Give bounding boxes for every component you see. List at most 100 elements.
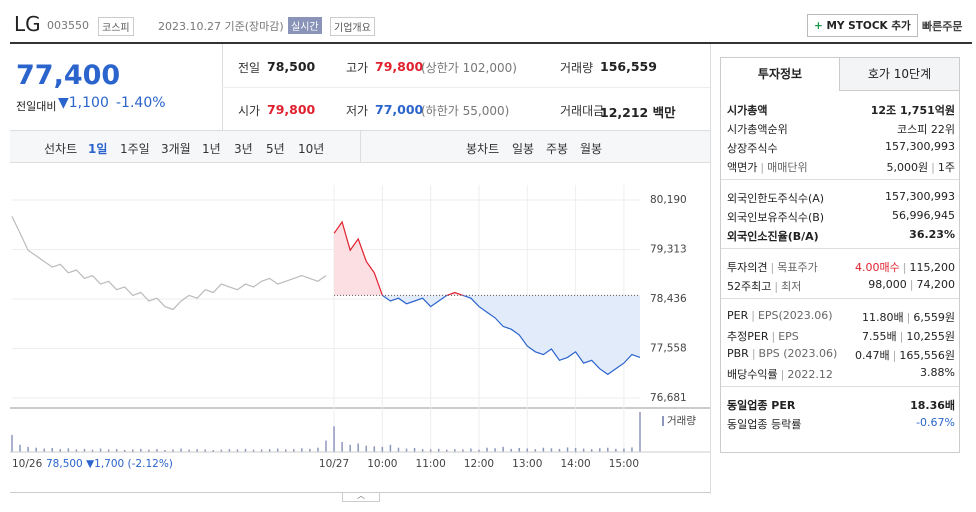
separator: | xyxy=(909,278,914,291)
info-value: 157,300,993 xyxy=(885,190,955,203)
market: 코스피 xyxy=(98,17,134,36)
collapse-button[interactable]: ︿ xyxy=(342,492,380,502)
info-value-part: 157,300,993 xyxy=(885,190,955,203)
summary-label: 전일 xyxy=(238,61,261,75)
period-tab[interactable]: 1년 xyxy=(202,142,221,156)
info-value: 18.36배 xyxy=(910,397,955,413)
info-value: 98,000 | 74,200 xyxy=(868,278,955,291)
info-value: 56,996,945 xyxy=(892,209,955,222)
info-value-part: -0.67% xyxy=(916,416,955,429)
info-value-part: 157,300,993 xyxy=(885,140,955,153)
info-label-part: 52주최고 xyxy=(727,280,772,293)
summary-value: 156,559 xyxy=(600,59,657,74)
info-label-part: 시가총액순위 xyxy=(727,123,788,136)
separator: | xyxy=(892,349,897,362)
summary-label: 거래대금 xyxy=(560,104,605,118)
group-divider xyxy=(721,386,959,387)
period-tab[interactable]: 3년 xyxy=(234,142,253,156)
info-label-part: 목표주가 xyxy=(777,261,818,274)
info-label-part: BPS (2023.06) xyxy=(758,347,838,360)
info-row: 52주최고 | 최저 98,000 | 74,200 xyxy=(721,276,961,295)
info-label: 외국인보유주식수(B) xyxy=(727,209,824,225)
x-tick-label: 12:00 xyxy=(464,458,494,470)
separator: | xyxy=(899,330,904,343)
info-tab[interactable]: 투자정보 xyxy=(721,58,840,91)
info-label: 외국인소진율(B/A) xyxy=(727,228,819,244)
info-value-part: 36.23% xyxy=(909,228,955,241)
info-label: 동일업종 등락률 xyxy=(727,416,801,432)
info-row: 동일업종 PER 18.36배 xyxy=(721,395,961,414)
info-value-part: 74,200 xyxy=(916,278,956,291)
info-label-part: 투자의견 xyxy=(727,261,768,274)
y-tick-label: 78,436 xyxy=(650,293,687,305)
x-tick-label: 15:00 xyxy=(609,458,639,470)
info-value-part: 98,000 xyxy=(868,278,907,291)
info-row: 동일업종 등락률 -0.67% xyxy=(721,414,961,433)
info-label: 투자의견 | 목표주가 xyxy=(727,259,818,275)
info-row: 시가총액순위 코스피 22위 xyxy=(721,119,961,138)
info-label-part: 외국인소진율(B/A) xyxy=(727,230,819,243)
period-tab[interactable]: 1일 xyxy=(88,142,108,156)
mystock-button[interactable]: + MY STOCK 추가 xyxy=(807,14,918,37)
header-rule xyxy=(10,42,972,44)
price-line xyxy=(11,216,327,311)
prev-summary: 78,500 ▼1,700 (-2.12%) xyxy=(46,458,173,470)
info-tab[interactable]: 호가 10단계 xyxy=(840,58,959,91)
period-tab[interactable]: 1주일 xyxy=(120,142,150,156)
candle-tab[interactable]: 주봉 xyxy=(546,142,569,156)
mystock-label: MY STOCK 추가 xyxy=(826,20,911,32)
group-divider xyxy=(721,298,959,299)
info-row: 투자의견 | 목표주가 4.00매수 | 115,200 xyxy=(721,257,961,276)
info-value-part: 코스피 22위 xyxy=(897,123,955,136)
info-label: 액면가 | 매매단위 xyxy=(727,159,808,175)
period-tab[interactable]: 5년 xyxy=(266,142,285,156)
info-value-part: 165,556원 xyxy=(899,349,955,362)
group-divider xyxy=(721,248,959,249)
period-tab[interactable]: 10년 xyxy=(298,142,325,156)
summary-value: 79,800 xyxy=(375,59,424,74)
info-label: PER | EPS(2023.06) xyxy=(727,309,833,322)
info-value-part: 56,996,945 xyxy=(892,209,955,222)
x-tick-label: 10:00 xyxy=(367,458,397,470)
info-row: 시가총액 12조 1,751억원 xyxy=(721,100,961,119)
info-value: 4.00매수 | 115,200 xyxy=(855,259,955,275)
separator: | xyxy=(774,280,779,293)
info-label-part: EPS(2023.06) xyxy=(757,309,833,322)
summary-value: 78,500 xyxy=(267,59,316,74)
info-row: 상장주식수 157,300,993 xyxy=(721,138,961,157)
info-row: PBR | BPS (2023.06) 0.47배 | 165,556원 xyxy=(721,345,961,364)
separator: | xyxy=(902,261,907,274)
candle-tab[interactable]: 일봉 xyxy=(512,142,535,156)
info-label-part: EPS xyxy=(778,330,799,343)
period-tab[interactable]: 3개월 xyxy=(161,142,191,156)
info-label-part: 2022.12 xyxy=(787,368,833,381)
info-label-part: 배당수익률 xyxy=(727,368,778,381)
y-tick-label: 79,313 xyxy=(650,243,687,255)
info-label-part: 동일업종 PER xyxy=(727,399,796,412)
info-label-part: 외국인한도주식수(A) xyxy=(727,192,825,205)
info-value-part: 12조 1,751억원 xyxy=(870,104,955,117)
info-row: 외국인보유주식수(B) 56,996,945 xyxy=(721,207,961,226)
separator: | xyxy=(760,161,765,174)
price-line xyxy=(381,295,641,376)
info-value-part: 7.55배 xyxy=(862,330,897,343)
info-label-part: 상장주식수 xyxy=(727,142,778,155)
divider xyxy=(710,44,711,494)
quick-order[interactable]: 빠른주문 xyxy=(922,20,963,33)
info-label: 시가총액 xyxy=(727,102,767,118)
info-row: 추정PER | EPS 7.55배 | 10,255원 xyxy=(721,326,961,345)
separator: | xyxy=(771,330,776,343)
change: ▼1,100 xyxy=(58,95,109,111)
summary-value: 79,800 xyxy=(267,102,316,117)
info-value: 157,300,993 xyxy=(885,140,955,153)
x-tick-label: 10/26 xyxy=(12,458,43,470)
info-row: 배당수익률 | 2022.12 3.88% xyxy=(721,364,961,383)
info-label: PBR | BPS (2023.06) xyxy=(727,347,837,360)
info-value-part: 0.47배 xyxy=(855,349,890,362)
company-button[interactable]: 기업개요 xyxy=(330,17,375,36)
info-value: 3.88% xyxy=(920,366,955,379)
change-label: 전일대비 xyxy=(16,100,57,113)
candle-tab[interactable]: 월봉 xyxy=(580,142,603,156)
info-label-part: PBR xyxy=(727,347,749,360)
